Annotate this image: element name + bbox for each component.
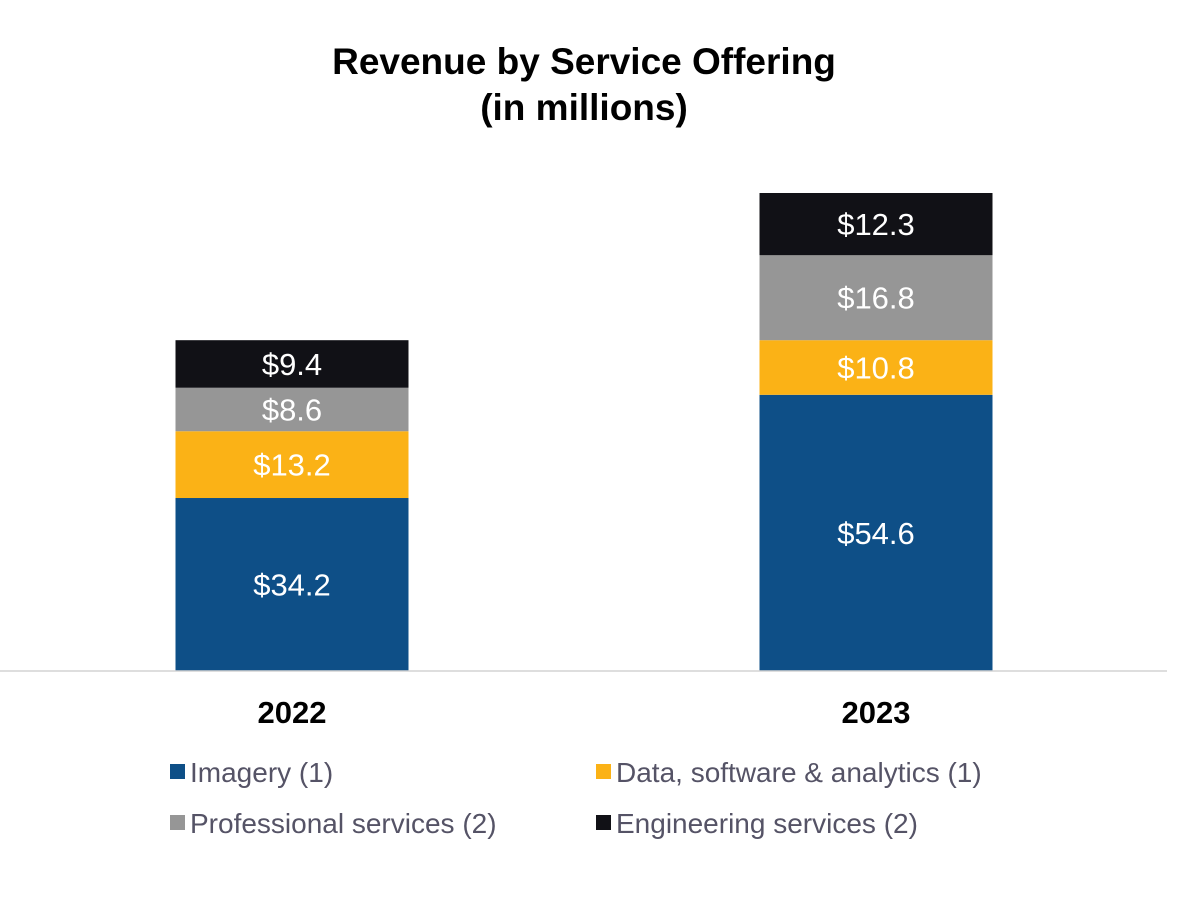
data-label-2023-3: $16.8 <box>837 281 915 316</box>
chart-subtitle: (in millions) <box>480 87 688 128</box>
bar-segment-2022-1 <box>175 498 409 671</box>
x-tick-label-2022: 2022 <box>258 695 327 730</box>
bar-segment-2023-4 <box>759 193 993 256</box>
data-label-2022-1: $34.2 <box>253 568 331 603</box>
legend-label-3: Professional services (2) <box>190 808 497 839</box>
bar-segment-2022-4 <box>175 340 409 388</box>
legend-label-2: Data, software & analytics (1) <box>616 757 982 788</box>
legend: Imagery (1) Data, software & analytics (1… <box>170 757 982 839</box>
bar-segment-2023-2 <box>759 340 993 395</box>
bar-segment-2022-3 <box>175 387 409 432</box>
x-tick-label-2023: 2023 <box>842 695 911 730</box>
bar-segment-2023-1 <box>759 394 993 671</box>
data-label-2023-2: $10.8 <box>837 351 915 386</box>
data-label-2022-2: $13.2 <box>253 448 331 483</box>
legend-swatch-2 <box>596 764 611 779</box>
bar-segment-2023-3 <box>759 255 993 341</box>
chart-title: Revenue by Service Offering <box>332 41 836 82</box>
data-label-2023-4: $12.3 <box>837 207 915 242</box>
legend-swatch-1 <box>170 764 185 779</box>
bars-layer: $34.2 $13.2 $8.6 $9.4 $54.6 $10.8 $16.8 $12.3 <box>175 193 993 671</box>
data-label-2022-3: $8.6 <box>262 392 322 427</box>
x-axis-labels: 2022 2023 <box>258 695 911 730</box>
legend-swatch-3 <box>170 815 185 830</box>
legend-swatch-4 <box>596 815 611 830</box>
data-label-2022-4: $9.4 <box>262 347 322 382</box>
bar-segment-2022-2 <box>175 431 409 499</box>
data-label-2023-1: $54.6 <box>837 516 915 551</box>
legend-label-4: Engineering services (2) <box>616 808 918 839</box>
legend-label-1: Imagery (1) <box>190 757 333 788</box>
